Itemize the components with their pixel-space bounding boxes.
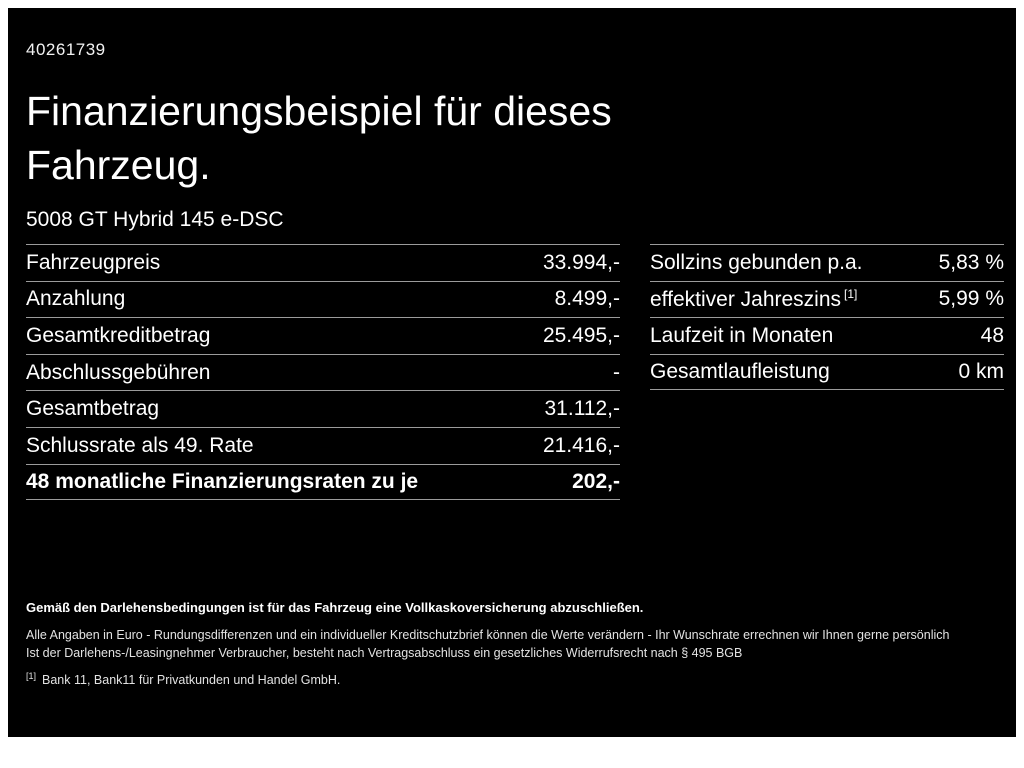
table-row: Gesamtlaufleistung 0 km <box>650 353 1004 391</box>
row-value: 21.416,- <box>542 433 620 457</box>
footer-insurance-note: Gemäß den Darlehensbedingungen ist für d… <box>26 600 644 616</box>
row-label: Gesamtlaufleistung <box>650 360 830 384</box>
row-label: Anzahlung <box>26 287 126 311</box>
row-label: 48 monatliche Finanzierungsraten zu je <box>26 469 419 493</box>
page-title-line1: Finanzierungsbeispiel für dieses <box>26 88 612 134</box>
row-label: effektiver Jahreszins [1] <box>650 286 858 311</box>
row-value: 25.495,- <box>542 323 620 347</box>
financing-table-left: Fahrzeugpreis 33.994,- Anzahlung 8.499,-… <box>26 244 620 501</box>
footnote-marker: [1] <box>844 286 858 301</box>
document-number: 40261739 <box>26 40 106 59</box>
footer-disclaimer-line2: Ist der Darlehens-/Leasingnehmer Verbrau… <box>26 646 743 661</box>
financing-table-right: Sollzins gebunden p.a. 5,83 % effektiver… <box>650 244 1004 500</box>
row-value: 31.112,- <box>544 397 621 421</box>
row-label: Gesamtbetrag <box>26 397 160 421</box>
row-value: 5,83 % <box>938 250 1004 274</box>
table-row: Sollzins gebunden p.a. 5,83 % <box>650 244 1004 281</box>
table-row: Gesamtkreditbetrag 25.495,- <box>26 317 620 354</box>
financing-tables: Fahrzeugpreis 33.994,- Anzahlung 8.499,-… <box>26 244 1004 501</box>
row-value: 8.499,- <box>554 287 620 311</box>
row-value: 5,99 % <box>938 287 1004 311</box>
legal-footer: Gemäß den Darlehensbedingungen ist für d… <box>26 600 1004 687</box>
row-label: Abschlussgebühren <box>26 360 211 384</box>
table-row: Schlussrate als 49. Rate 21.416,- <box>26 426 620 464</box>
footnote-text: Bank 11, Bank11 für Privatkunden und Han… <box>42 673 341 688</box>
table-row: Anzahlung 8.499,- <box>26 280 620 318</box>
footer-disclaimer-line1: Alle Angaben in Euro - Rundungsdifferenz… <box>26 628 950 643</box>
table-row: Laufzeit in Monaten 48 <box>650 317 1004 354</box>
row-label: Gesamtkreditbetrag <box>26 323 211 347</box>
table-row-monthly-rate: 48 monatliche Finanzierungsraten zu je 2… <box>26 463 620 501</box>
table-row: effektiver Jahreszins [1] 5,99 % <box>650 280 1004 318</box>
row-value: 202,- <box>572 469 620 493</box>
row-label: Laufzeit in Monaten <box>650 323 834 347</box>
financing-example-panel: 40261739 Finanzierungsbeispiel für diese… <box>8 8 1016 737</box>
row-value: 0 km <box>958 360 1004 384</box>
footer-disclaimer: Alle Angaben in Euro - Rundungsdifferenz… <box>26 626 1004 662</box>
row-label: Schlussrate als 49. Rate <box>26 433 254 457</box>
row-value: - <box>613 360 620 384</box>
footer-footnote: [1] Bank 11, Bank11 für Privatkunden und … <box>26 671 1004 687</box>
page-title: Finanzierungsbeispiel für dieses Fahrzeu… <box>26 84 1004 192</box>
row-value: 48 <box>980 323 1004 347</box>
row-label: Fahrzeugpreis <box>26 250 161 274</box>
table-row: Gesamtbetrag 31.112,- <box>26 390 620 427</box>
table-row: Fahrzeugpreis 33.994,- <box>26 244 620 281</box>
footnote-ref: [1] <box>26 671 37 682</box>
row-value: 33.994,- <box>542 250 620 274</box>
page-title-line2: Fahrzeug. <box>26 142 211 188</box>
table-row: Abschlussgebühren - <box>26 353 620 391</box>
row-label: Sollzins gebunden p.a. <box>650 250 863 274</box>
vehicle-name: 5008 GT Hybrid 145 e-DSC <box>26 208 284 231</box>
